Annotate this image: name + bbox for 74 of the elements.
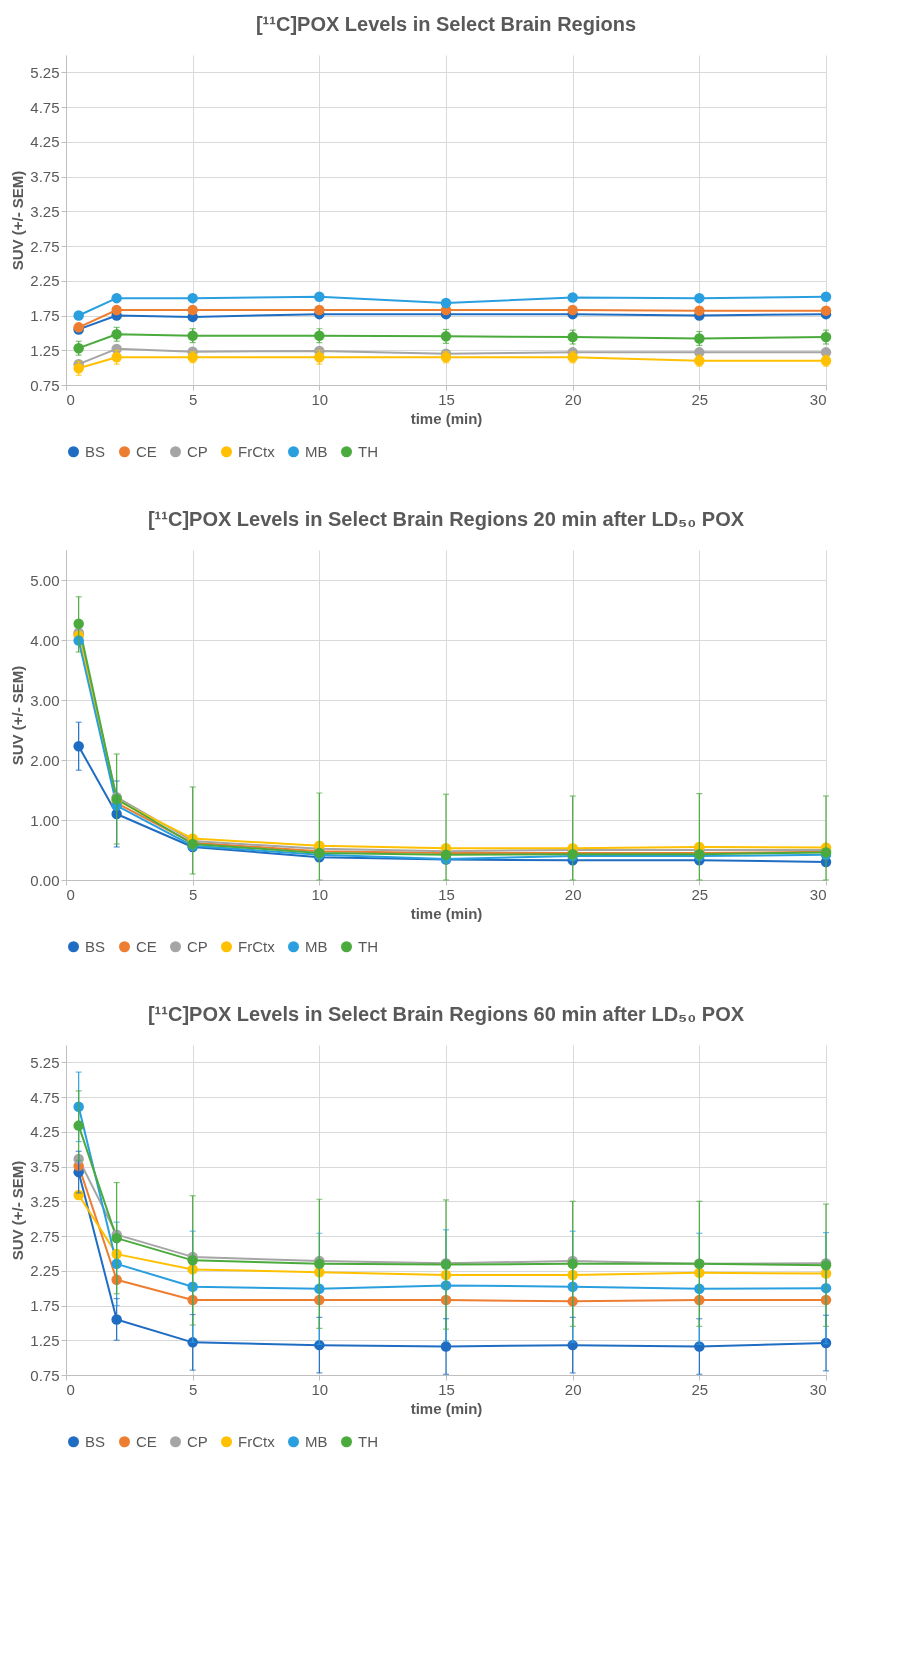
legend-label: BS (85, 442, 106, 460)
x-axis-title: time (min) (410, 409, 483, 427)
legend-label: CP (187, 442, 208, 460)
y-tick-label: 1.75 (30, 307, 60, 325)
x-tick-label: 10 (311, 1380, 329, 1398)
x-tick-label: 20 (564, 390, 582, 408)
x-tick-label: 15 (438, 885, 455, 903)
x-tick-label: 10 (311, 390, 329, 408)
legend-label: FrCtx (238, 937, 276, 955)
y-tick-label: 4.25 (30, 1123, 60, 1141)
legend-label: BS (85, 937, 106, 955)
y-tick-label: 3.25 (30, 202, 60, 220)
y-tick-label: 0.75 (30, 1366, 60, 1384)
legend-label: MB (305, 937, 328, 955)
x-tick-label: 15 (438, 1380, 455, 1398)
y-axis-title: SUV (+/- SEM) (9, 1160, 27, 1261)
chart-title: [¹¹C]POX Levels in Select Brain Regions 60 min after LD₅₀ POX (147, 1003, 745, 1025)
x-axis-title: time (min) (410, 904, 483, 922)
x-tick-label: 10 (311, 885, 329, 903)
x-tick-label: 25 (691, 390, 709, 408)
y-tick-label: 4.25 (30, 133, 60, 151)
x-tick-label: 0 (66, 885, 75, 903)
y-tick-label: 0.75 (30, 376, 60, 394)
y-tick-label: 4.00 (30, 631, 60, 649)
y-tick-label: 5.25 (30, 63, 60, 81)
x-tick-label: 5 (188, 1380, 198, 1398)
y-tick-label: 3.25 (30, 1192, 60, 1210)
x-tick-label: 30 (809, 1380, 827, 1398)
y-axis-title: SUV (+/- SEM) (9, 170, 27, 271)
legend-label: TH (358, 937, 378, 955)
y-tick-label: 3.75 (30, 1158, 60, 1176)
y-tick-label: 0.00 (30, 871, 60, 889)
x-tick-label: 20 (564, 1380, 582, 1398)
legend-label: MB (305, 442, 328, 460)
x-tick-label: 25 (691, 885, 709, 903)
x-tick-label: 30 (809, 885, 827, 903)
y-tick-label: 5.00 (30, 571, 60, 589)
legend-label: FrCtx (238, 442, 276, 460)
chart-title: [¹¹C]POX Levels in Select Brain Regions 20 min after LD₅₀ POX (147, 508, 745, 530)
y-tick-label: 2.75 (30, 1227, 60, 1245)
y-tick-label: 1.00 (30, 811, 60, 829)
y-tick-label: 2.75 (30, 237, 60, 255)
y-tick-label: 2.25 (30, 272, 60, 290)
y-tick-label: 4.75 (30, 98, 60, 116)
legend-label: CP (187, 1432, 208, 1450)
y-tick-label: 3.75 (30, 168, 60, 186)
x-axis-title: time (min) (410, 1399, 483, 1417)
y-tick-label: 1.75 (30, 1297, 60, 1315)
y-tick-label: 5.25 (30, 1053, 60, 1071)
x-tick-label: 25 (691, 1380, 709, 1398)
x-tick-label: 0 (66, 1380, 75, 1398)
x-tick-label: 20 (564, 885, 582, 903)
legend-label: CE (136, 1432, 157, 1450)
legend-label: MB (305, 1432, 328, 1450)
x-tick-label: 30 (809, 390, 827, 408)
chart-title: [¹¹C]POX Levels in Select Brain Regions (255, 13, 637, 35)
y-tick-label: 1.25 (30, 1331, 60, 1349)
legend-label: CE (136, 937, 157, 955)
y-tick-label: 3.00 (30, 691, 60, 709)
legend-label: TH (358, 1432, 378, 1450)
x-tick-label: 5 (188, 390, 198, 408)
x-tick-label: 0 (66, 390, 75, 408)
y-axis-title: SUV (+/- SEM) (9, 665, 27, 766)
legend-label: TH (358, 442, 378, 460)
y-tick-label: 1.25 (30, 341, 60, 359)
x-tick-label: 5 (188, 885, 198, 903)
legend-label: CP (187, 937, 208, 955)
legend-label: FrCtx (238, 1432, 276, 1450)
legend-label: BS (85, 1432, 106, 1450)
x-tick-label: 15 (438, 390, 455, 408)
y-tick-label: 4.75 (30, 1088, 60, 1106)
y-tick-label: 2.00 (30, 751, 60, 769)
legend-label: CE (136, 442, 157, 460)
y-tick-label: 2.25 (30, 1262, 60, 1280)
